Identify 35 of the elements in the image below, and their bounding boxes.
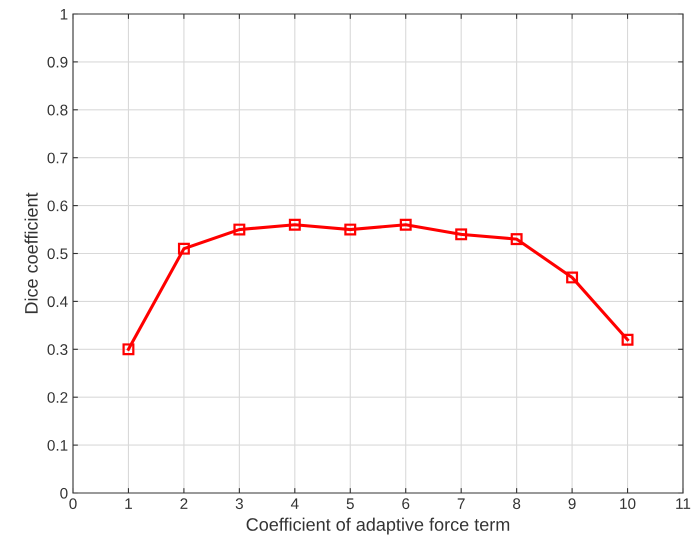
- point: [288, 218, 301, 231]
- point: [510, 233, 523, 246]
- x-tick-label: 2: [180, 498, 188, 509]
- x-tick-label: 10: [620, 498, 636, 510]
- x-tick-label: 3: [236, 498, 243, 510]
- x-tick-label: 1: [125, 498, 132, 509]
- x-tick-label: 0: [69, 498, 77, 510]
- x-tick-label: 11: [676, 498, 690, 509]
- point: [400, 218, 412, 231]
- x-tick-label: 4: [290, 498, 299, 509]
- y-tick-label: 0.3: [48, 344, 68, 355]
- y-tick-label: 0.2: [48, 392, 68, 403]
- y-tick-label: 0.8: [48, 104, 68, 116]
- x-tick-label: 9: [568, 498, 576, 510]
- point: [455, 228, 468, 240]
- y-tick-label: 0.1: [48, 440, 68, 451]
- point: [344, 224, 356, 236]
- point: [622, 334, 634, 346]
- x-axis-title: Coefficient of adaptive force term: [246, 518, 510, 534]
- y-tick-label: 0.9: [48, 56, 68, 68]
- point: [122, 343, 134, 356]
- x-tick-label: 5: [346, 498, 354, 510]
- x-tick-label: 6: [402, 498, 410, 510]
- y-tick-label: 0.6: [48, 200, 68, 212]
- y-tick-label: 0.7: [48, 152, 68, 164]
- point: [178, 242, 190, 255]
- y-axis-title: Dice coefficient: [24, 192, 38, 314]
- y-tick-label: 0: [60, 488, 68, 499]
- x-tick-label: 7: [458, 498, 465, 509]
- y-tick-label: 1: [60, 9, 68, 20]
- y-tick-label: 0.4: [48, 296, 68, 308]
- y-tick-label: 0.5: [48, 248, 68, 260]
- point: [233, 224, 246, 236]
- point: [566, 271, 578, 284]
- x-tick-label: 8: [513, 498, 520, 510]
